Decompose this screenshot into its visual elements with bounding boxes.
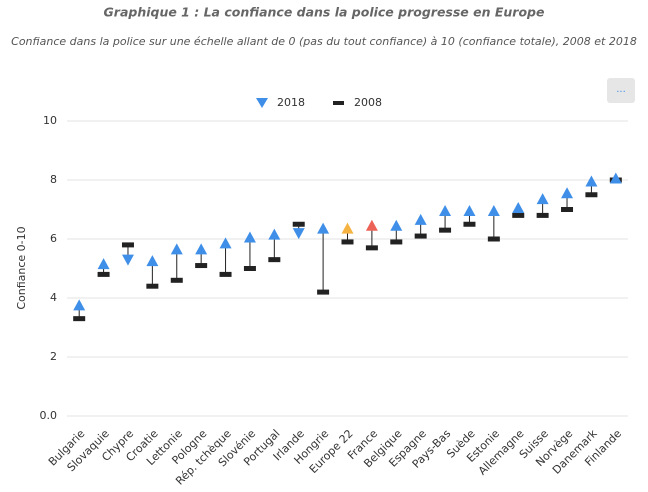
marker-2008 [73,316,86,322]
legend-marker [256,98,268,108]
legend-marker [333,101,344,105]
marker-2008 [536,212,549,218]
marker-2008 [390,239,403,245]
menu-button-bg[interactable] [607,78,635,103]
marker-2008 [146,283,159,289]
marker-2018 [561,187,574,199]
marker-2008 [341,239,354,245]
marker-2008 [121,242,134,248]
marker-2018 [317,222,330,234]
marker-2018 [219,237,232,249]
marker-2008 [414,233,427,239]
chart-title: Graphique 1 : La confiance dans la polic… [104,5,545,20]
marker-2018 [97,258,110,270]
marker-2018 [170,243,183,255]
marker-2008 [219,271,232,277]
marker-2008 [365,245,378,251]
y-tick-label: 8 [50,173,57,186]
marker-2008 [487,236,500,242]
y-axis-label: Confiance 0-10 [15,226,28,309]
marker-2018 [365,219,378,231]
marker-2008 [439,227,452,233]
marker-2018 [585,175,598,187]
marker-2008 [585,192,598,198]
y-tick-label: 2 [50,350,57,363]
marker-2018 [195,243,208,255]
marker-2018 [414,213,427,225]
marker-2018 [487,204,500,216]
menu-button-label[interactable]: ... [616,84,626,95]
marker-2018 [341,222,354,234]
chart-subtitle: Confiance dans la police sur une échelle… [11,35,637,48]
marker-2008 [512,212,525,218]
y-tick-label: 6 [50,232,57,245]
marker-2018 [243,231,256,243]
marker-2008 [170,277,183,283]
legend-label: 2008 [354,96,382,109]
y-tick-label: 0.0 [40,409,58,422]
menu-button[interactable]: ... [607,78,635,103]
marker-2018 [609,172,622,184]
marker-2018 [390,219,403,231]
marker-2018 [292,228,305,240]
marker-2008 [97,271,110,277]
marker-2018 [439,204,452,216]
y-tick-label: 4 [50,291,57,304]
marker-2008 [317,289,330,295]
marker-2018 [146,255,159,267]
marker-2018 [73,299,86,311]
marker-2008 [292,221,305,227]
marker-2018 [536,193,549,205]
marker-2008 [561,207,574,212]
marker-2008 [268,257,281,263]
marker-2008 [463,221,476,227]
legend-label: 2018 [277,96,305,109]
marker-2008 [243,266,256,271]
marker-2018 [512,202,525,214]
marker-2018 [463,204,476,216]
marker-2018 [268,228,281,240]
marker-2008 [195,263,208,269]
marker-2018 [121,254,134,266]
y-tick-label: 10 [43,114,57,127]
legend: 2018 2008 [256,96,382,109]
